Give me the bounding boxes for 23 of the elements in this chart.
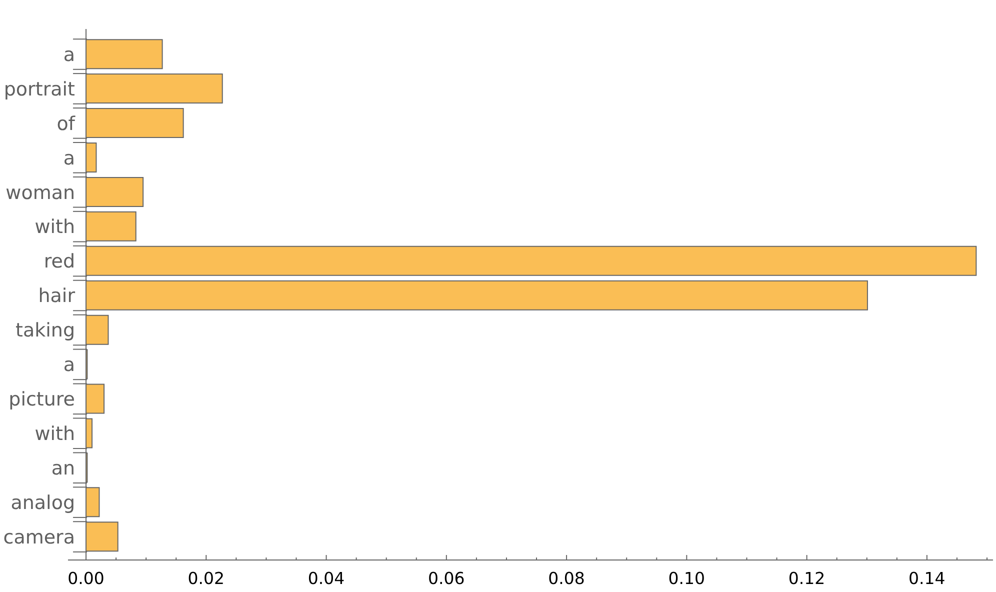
y-tick-label: hair xyxy=(38,285,76,308)
y-tick-label: woman xyxy=(6,182,76,204)
x-tick-label: 0.04 xyxy=(308,568,345,588)
y-tick-label: analog xyxy=(10,492,76,514)
y-tick-label: camera xyxy=(3,526,76,548)
y-tick-label: a xyxy=(63,354,76,376)
y-tick-label: a xyxy=(63,147,76,170)
x-tick-label: 0.10 xyxy=(668,568,706,588)
y-tick-label: of xyxy=(56,112,76,135)
y-tick-label: picture xyxy=(8,388,76,411)
y-tick-label: taking xyxy=(16,320,76,342)
x-tick-label: 0.08 xyxy=(548,568,585,588)
x-tick-label: 0.12 xyxy=(788,568,826,588)
x-tick-label: 0.00 xyxy=(68,568,104,588)
x-tick-label: 0.06 xyxy=(428,568,465,588)
y-tick-label: red xyxy=(44,250,76,273)
y-tick-label: an xyxy=(51,457,76,480)
y-tick-label: with xyxy=(34,216,76,238)
x-tick-label: 0.14 xyxy=(908,568,946,588)
y-tick-label: a xyxy=(63,44,76,66)
x-tick-label: 0.02 xyxy=(188,568,225,588)
y-tick-label: portrait xyxy=(4,78,76,100)
y-tick-label: with xyxy=(34,423,76,446)
